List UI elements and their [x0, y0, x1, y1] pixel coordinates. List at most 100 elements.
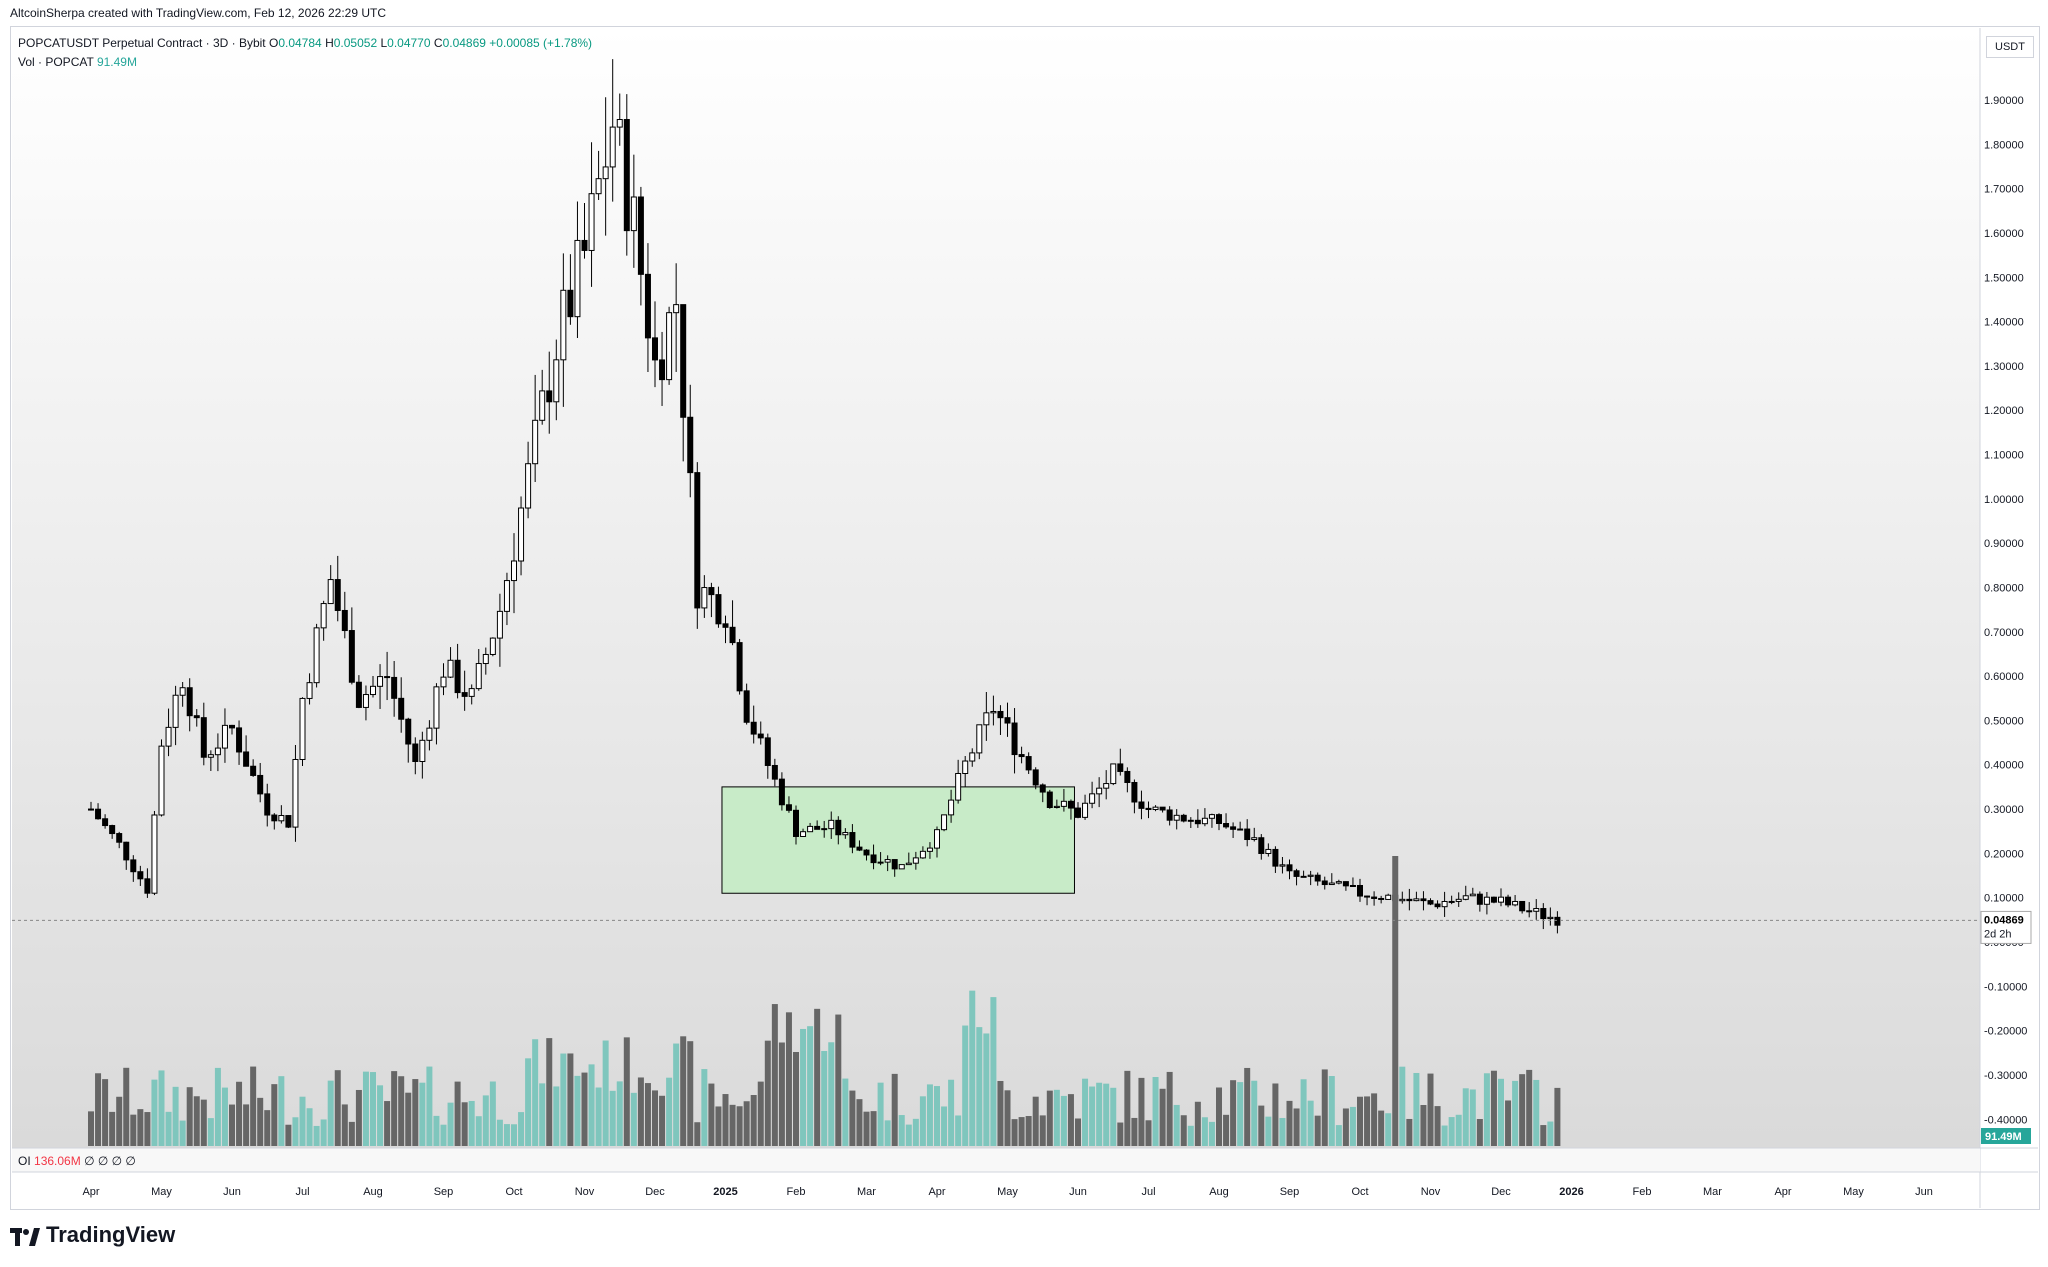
candle-body — [863, 849, 870, 856]
volume-bar — [1371, 1093, 1378, 1146]
volume-bar — [567, 1053, 574, 1146]
volume-bar — [1138, 1077, 1145, 1146]
candle-body — [955, 773, 962, 801]
candle-body — [715, 594, 722, 625]
open-value: 0.04784 — [278, 36, 322, 50]
currency-unit-button[interactable]: USDT — [1986, 36, 2034, 58]
candle-body — [1314, 874, 1321, 882]
volume-bar — [299, 1096, 306, 1146]
x-tick-label: Sep — [1280, 1186, 1300, 1198]
candle-body — [835, 819, 842, 836]
candle-body — [1103, 783, 1110, 789]
candle-body — [1208, 814, 1215, 819]
volume-bar — [1194, 1101, 1201, 1146]
candle-body — [1237, 828, 1244, 831]
candle-body — [250, 765, 257, 776]
candle-body — [158, 745, 165, 816]
volume-bar — [793, 1051, 799, 1146]
volume-bar — [419, 1082, 426, 1146]
candle-body — [1526, 910, 1533, 913]
candle-body — [884, 859, 891, 863]
candle-body — [1223, 823, 1230, 828]
candle-body — [553, 359, 560, 403]
candle-body — [207, 754, 214, 758]
volume-bar — [433, 1115, 440, 1146]
volume-bar — [1399, 1066, 1406, 1146]
volume-bar — [1328, 1076, 1335, 1146]
volume-label[interactable]: Vol · POPCAT — [18, 55, 94, 69]
candle-body — [384, 676, 391, 679]
volume-bar — [821, 1050, 828, 1146]
volume-bar — [525, 1058, 532, 1146]
close-value: 0.04869 — [442, 36, 486, 50]
candle-body — [1117, 763, 1124, 772]
volume-bar — [771, 1004, 778, 1146]
volume-bar — [489, 1081, 496, 1146]
volume-bar — [652, 1090, 658, 1146]
candle-body — [306, 682, 313, 699]
candle-body — [1427, 900, 1434, 905]
volume-bar — [919, 1096, 926, 1146]
volume-bar — [348, 1121, 355, 1146]
x-tick-label: Mar — [1703, 1186, 1722, 1198]
candle-body — [511, 560, 517, 582]
volume-bar — [1159, 1088, 1166, 1146]
candle-body — [870, 854, 877, 864]
volume-bar — [750, 1095, 757, 1146]
volume-bar — [229, 1104, 235, 1146]
candle-body — [1032, 769, 1039, 786]
candle-body — [221, 724, 228, 749]
highlight-zone — [721, 786, 1075, 894]
volume-bar — [454, 1081, 461, 1146]
candle-body — [694, 472, 701, 609]
candle-body — [1378, 897, 1385, 900]
symbol-label[interactable]: POPCATUSDT Perpetual Contract · 3D · Byb… — [18, 36, 266, 50]
y-tick-label: -0.20000 — [1984, 1026, 2027, 1038]
candle-body — [419, 739, 426, 762]
candle-body — [905, 862, 912, 866]
candle-body — [595, 178, 602, 195]
candle-body — [539, 390, 546, 421]
candle-body — [1180, 814, 1187, 822]
volume-bar — [898, 1115, 905, 1146]
volume-bar — [292, 1117, 299, 1146]
volume-bar — [997, 1080, 1004, 1146]
last-price-badge — [1980, 910, 2032, 944]
attribution: AltcoinSherpa created with TradingView.c… — [10, 6, 386, 20]
y-tick-label: 1.90000 — [1984, 95, 2024, 107]
candle-body — [1152, 806, 1159, 811]
candle-body — [405, 718, 412, 745]
candle-body — [1194, 819, 1201, 825]
open-interest-legend[interactable]: OI 136.06M ∅ ∅ ∅ ∅ — [18, 1154, 136, 1168]
candle-body — [1244, 828, 1251, 841]
candle-body — [334, 579, 341, 611]
candle-body — [814, 825, 821, 830]
volume-bar — [1314, 1115, 1321, 1146]
candle-body — [88, 808, 94, 811]
volume-bar — [172, 1086, 179, 1146]
volume-bar — [95, 1073, 102, 1146]
candle-body — [1420, 898, 1427, 902]
volume-bar — [553, 1086, 560, 1146]
volume-bar — [518, 1112, 525, 1146]
x-tick-label: Nov — [575, 1186, 595, 1198]
candle-body — [1547, 916, 1554, 920]
volume-bar — [934, 1086, 940, 1146]
x-tick-label: Aug — [363, 1186, 383, 1198]
candle-body — [652, 337, 658, 361]
candle-body — [1279, 864, 1286, 867]
volume-bar — [1335, 1125, 1342, 1146]
candle-body — [1498, 896, 1504, 903]
volume-bar — [1441, 1125, 1448, 1146]
tradingview-brand[interactable]: TradingView — [10, 1222, 175, 1248]
x-tick-label: Apr — [1774, 1186, 1791, 1198]
candle-body — [1441, 900, 1448, 908]
volume-bar — [1251, 1080, 1258, 1146]
volume-bar — [602, 1040, 609, 1146]
volume-bar — [856, 1099, 863, 1146]
volume-bar — [193, 1096, 200, 1146]
volume-bar — [757, 1081, 764, 1146]
volume-bar — [701, 1069, 708, 1146]
candle-body — [1082, 802, 1089, 818]
